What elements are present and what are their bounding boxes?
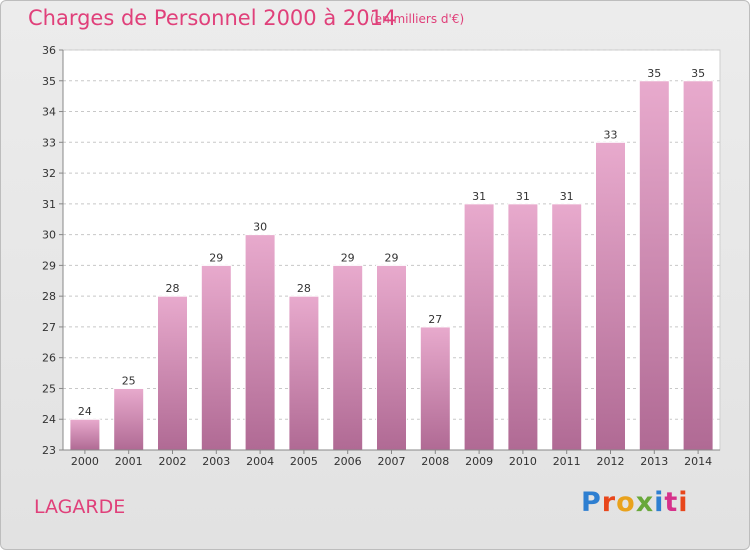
data-label: 28 bbox=[297, 282, 311, 295]
logo-letter: r bbox=[601, 487, 617, 518]
data-label: 29 bbox=[341, 251, 355, 264]
data-label: 35 bbox=[691, 67, 705, 80]
data-label: 31 bbox=[516, 190, 530, 203]
x-tick-label: 2001 bbox=[115, 455, 143, 468]
y-tick-label: 25 bbox=[42, 382, 56, 395]
logo-letter: t bbox=[664, 487, 679, 518]
bar bbox=[595, 141, 626, 451]
bar bbox=[244, 234, 276, 451]
logo-letter: i bbox=[654, 487, 665, 518]
x-tick-label: 2008 bbox=[421, 455, 449, 468]
y-tick-label: 27 bbox=[42, 321, 56, 334]
x-tick-label: 2003 bbox=[202, 455, 230, 468]
x-tick-label: 2011 bbox=[553, 455, 581, 468]
y-axis: 23 24 25 26 27 28 29 30 31 32 33 34 35 36 bbox=[42, 44, 64, 457]
data-label: 29 bbox=[385, 251, 399, 264]
y-tick-label: 35 bbox=[42, 75, 56, 88]
data-labels: 24 25 28 29 30 28 29 29 27 31 31 31 33 35 35 bbox=[78, 67, 705, 418]
data-label: 25 bbox=[122, 374, 136, 387]
y-tick-label: 32 bbox=[42, 167, 56, 180]
data-label: 31 bbox=[560, 190, 574, 203]
bar bbox=[200, 264, 232, 451]
y-tick-label: 36 bbox=[42, 44, 56, 57]
x-tick-label: 2002 bbox=[159, 455, 187, 468]
place-name: LAGARDE bbox=[34, 496, 126, 518]
y-tick-label: 34 bbox=[42, 106, 56, 119]
logo-letter: o bbox=[616, 487, 636, 518]
y-tick-label: 24 bbox=[42, 413, 56, 426]
data-label: 33 bbox=[604, 128, 618, 141]
data-label: 30 bbox=[253, 221, 267, 234]
y-tick-label: 29 bbox=[42, 259, 56, 272]
y-tick-label: 30 bbox=[42, 229, 56, 242]
y-tick-label: 26 bbox=[42, 352, 56, 365]
x-tick-label: 2012 bbox=[597, 455, 625, 468]
x-axis: 2000 2001 2002 2003 2004 2005 2006 2007 2008 2009… bbox=[63, 449, 720, 468]
data-label: 28 bbox=[166, 282, 180, 295]
logo-letter: i bbox=[678, 487, 689, 518]
bars bbox=[69, 80, 714, 451]
y-tick-label: 23 bbox=[42, 444, 56, 457]
x-tick-label: 2009 bbox=[465, 455, 493, 468]
y-tick-label: 28 bbox=[42, 290, 56, 303]
x-tick-label: 2007 bbox=[378, 455, 406, 468]
bar bbox=[288, 295, 320, 451]
bar bbox=[463, 203, 495, 451]
x-tick-label: 2013 bbox=[640, 455, 668, 468]
bar bbox=[332, 264, 364, 451]
bar bbox=[638, 80, 670, 451]
x-tick-label: 2004 bbox=[246, 455, 274, 468]
proxiti-logo: Proxiti bbox=[581, 487, 689, 518]
bar bbox=[376, 264, 407, 451]
chart-subtitle: (en milliers d'€) bbox=[370, 12, 465, 26]
bar bbox=[682, 80, 714, 451]
y-tick-label: 33 bbox=[42, 136, 56, 149]
logo-letter: x bbox=[635, 487, 655, 518]
bar bbox=[419, 326, 451, 451]
x-tick-label: 2014 bbox=[684, 455, 712, 468]
bar bbox=[69, 418, 101, 451]
x-tick-label: 2010 bbox=[509, 455, 537, 468]
bar bbox=[551, 203, 583, 451]
data-label: 31 bbox=[472, 190, 486, 203]
x-tick-label: 2000 bbox=[71, 455, 99, 468]
bar bbox=[113, 387, 145, 451]
bar bbox=[507, 203, 539, 451]
x-tick-label: 2005 bbox=[290, 455, 318, 468]
y-tick-label: 31 bbox=[42, 198, 56, 211]
chart-title: Charges de Personnel 2000 à 2014 bbox=[28, 6, 397, 30]
bar bbox=[157, 295, 188, 451]
data-label: 29 bbox=[209, 251, 223, 264]
logo-letter: P bbox=[581, 487, 602, 518]
data-label: 27 bbox=[428, 313, 442, 326]
data-label: 24 bbox=[78, 405, 92, 418]
x-tick-label: 2006 bbox=[334, 455, 362, 468]
data-label: 35 bbox=[647, 67, 661, 80]
